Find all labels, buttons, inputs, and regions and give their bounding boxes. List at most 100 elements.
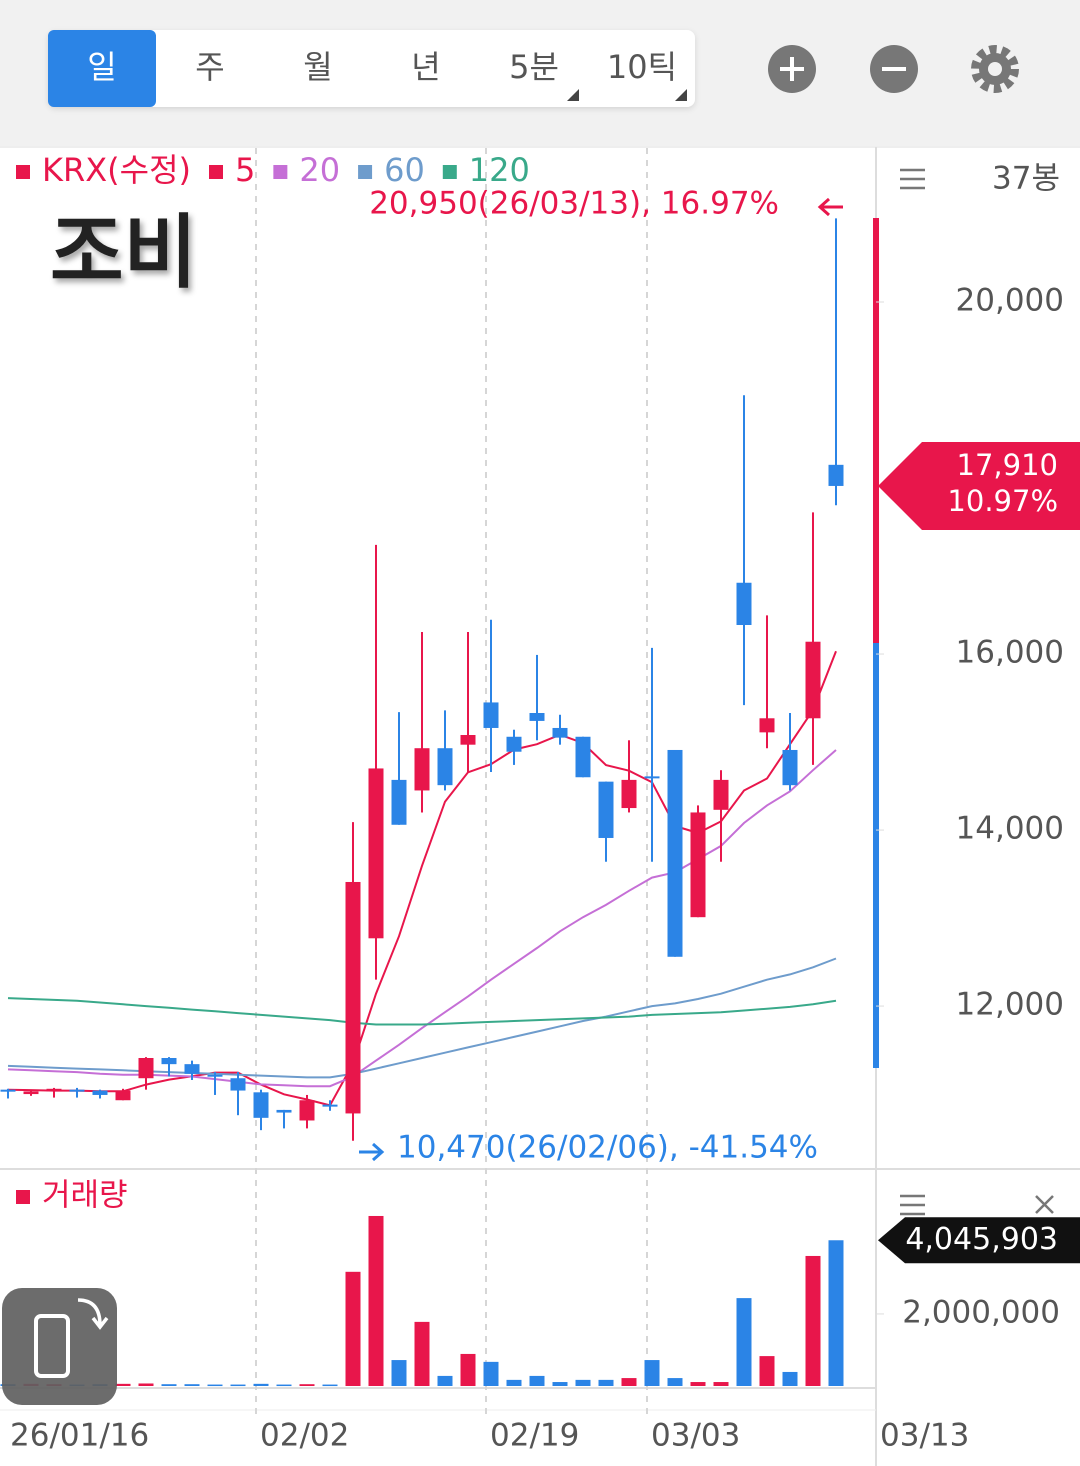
zoom-in-button[interactable] — [768, 45, 816, 93]
menu-icon[interactable] — [900, 1194, 925, 1216]
volume-bar — [345, 1271, 361, 1386]
candle-body — [644, 776, 660, 779]
candle-body — [322, 1104, 338, 1107]
tab-active-bg — [48, 30, 156, 107]
candle-body — [253, 1092, 269, 1118]
volume-bar — [782, 1371, 798, 1386]
tab[interactable]: 월 — [303, 48, 332, 86]
last-price-label: 17,910 — [957, 448, 1058, 482]
menu-icon[interactable] — [900, 168, 925, 190]
candle-body — [46, 1088, 62, 1092]
x-tick-label: 02/19 — [490, 1418, 579, 1454]
volume-bar — [621, 1378, 637, 1386]
tab[interactable]: 10틱 — [607, 48, 677, 86]
volume-bar — [506, 1379, 522, 1386]
tab[interactable]: 일 — [87, 48, 116, 86]
volume-bar — [299, 1384, 315, 1386]
y-tick-label: 16,000 — [956, 635, 1064, 671]
close-icon[interactable] — [1035, 1195, 1054, 1214]
tab-bar — [48, 30, 695, 107]
volume-bar — [115, 1383, 131, 1386]
volume-bar — [230, 1384, 246, 1387]
legend-label: 60 — [384, 151, 425, 189]
candle-body — [115, 1090, 131, 1101]
candle-body — [391, 779, 407, 825]
candle-body — [713, 779, 729, 810]
candle-body — [23, 1091, 39, 1095]
x-tick-label: 03/03 — [651, 1418, 740, 1454]
y-tick-label: 12,000 — [956, 987, 1064, 1023]
legend-label: 20 — [299, 151, 340, 189]
candle-body — [759, 718, 775, 733]
volume-bar — [644, 1360, 660, 1386]
volume-bar — [598, 1379, 614, 1386]
tab[interactable]: 주 — [195, 48, 224, 86]
x-tick-label: 02/02 — [260, 1418, 349, 1454]
legend-swatch — [358, 165, 373, 179]
rotate-button[interactable] — [2, 1288, 117, 1405]
volume-bar — [207, 1384, 223, 1387]
volume-tag-label: 4,045,903 — [905, 1222, 1058, 1257]
candle-body — [782, 749, 798, 786]
settings-button[interactable] — [971, 45, 1019, 93]
candle-body — [92, 1090, 108, 1095]
candle-body — [69, 1089, 85, 1092]
tabs: 일 주 월 년 5분 10틱 — [48, 30, 677, 107]
legend: KRX(수정) 5 20 60 120 — [16, 151, 530, 189]
stock-name: 조비 — [50, 206, 197, 299]
candle-body — [828, 464, 844, 486]
candle-body — [667, 749, 683, 957]
last-change-label: 10.97% — [947, 484, 1058, 518]
legend-label: KRX(수정) — [42, 151, 191, 189]
candle-body — [483, 702, 499, 728]
candle-body — [621, 779, 637, 809]
candle-body — [690, 812, 706, 918]
candle-body — [805, 641, 821, 719]
high-annotation: 20,950(26/03/13), 16.97% — [369, 186, 779, 222]
y-tick-label: 20,000 — [956, 283, 1064, 319]
volume-bar — [483, 1361, 499, 1386]
range-bar-down — [873, 643, 879, 1068]
volume-bar — [138, 1383, 154, 1386]
legend-label: 120 — [469, 151, 530, 189]
range-bar-up — [873, 218, 879, 643]
candle-body — [460, 735, 476, 745]
volume-bar — [460, 1353, 476, 1386]
volume-bar — [690, 1382, 706, 1386]
volume-bar — [414, 1321, 430, 1386]
tab[interactable]: 5분 — [509, 48, 559, 86]
volume-bar — [368, 1215, 384, 1386]
volume-bar — [667, 1378, 683, 1386]
tab[interactable]: 년 — [411, 48, 440, 86]
volume-bar — [276, 1384, 292, 1387]
volume-bar — [713, 1382, 729, 1386]
ma-line — [7, 997, 837, 1026]
zoom-out-button[interactable] — [870, 45, 918, 93]
volume-bar — [552, 1382, 568, 1386]
ma-line — [7, 957, 837, 1079]
legend-label: 5 — [235, 151, 255, 189]
candle-body — [184, 1064, 200, 1074]
volume-bar — [437, 1375, 453, 1386]
last-price-tag — [878, 441, 1080, 530]
volume-title: 거래량 — [42, 1178, 128, 1214]
candle-body — [0, 1089, 16, 1092]
candle-body — [598, 781, 614, 838]
bar-count: 37봉 — [992, 161, 1060, 197]
candle-body — [161, 1057, 177, 1065]
candle-body — [506, 736, 522, 752]
candle-body — [276, 1109, 292, 1113]
candle-body — [299, 1100, 315, 1121]
legend-swatch — [209, 165, 223, 179]
volume-bar — [529, 1375, 545, 1386]
plot — [0, 218, 844, 1387]
legend-swatch — [273, 165, 288, 179]
candle-body — [414, 748, 430, 791]
volume-bar — [253, 1383, 269, 1386]
volume-bar — [184, 1384, 200, 1386]
volume-bar — [322, 1384, 338, 1387]
grid: 26/01/16 02/02 02/19 03/03 03/13 12,000 14,000… — [10, 148, 1064, 1454]
